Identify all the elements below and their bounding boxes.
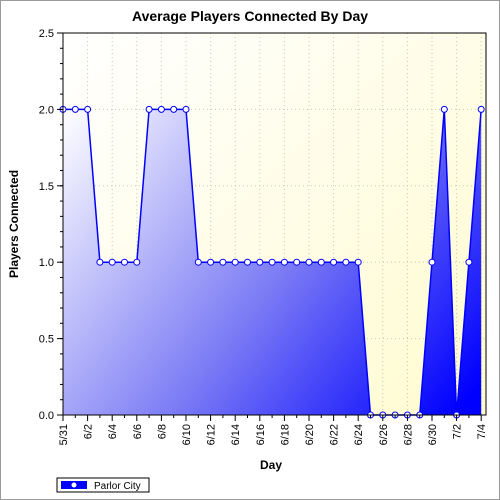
y-axis: 0.0 0.5 1.0 1.5 2.0 2.5 xyxy=(39,28,63,422)
x-tick-label: 6/4 xyxy=(107,424,119,439)
data-point xyxy=(84,105,92,113)
data-point xyxy=(305,258,313,266)
x-tick-label: 6/26 xyxy=(378,424,390,445)
x-tick-label: 6/22 xyxy=(329,424,341,445)
data-point xyxy=(145,105,153,113)
chart-title: Average Players Connected By Day xyxy=(132,8,368,24)
x-tick-label: 6/12 xyxy=(206,424,218,445)
x-tick-label: 6/8 xyxy=(156,424,168,439)
data-point xyxy=(268,258,276,266)
y-tick-label: 2.0 xyxy=(39,104,54,116)
data-point xyxy=(280,258,288,266)
x-axis-label: Day xyxy=(260,458,282,472)
data-point xyxy=(342,258,350,266)
x-tick-label: 6/2 xyxy=(83,424,95,439)
data-point xyxy=(354,258,362,266)
data-point xyxy=(330,258,338,266)
grid xyxy=(63,33,486,415)
x-tick-label: 6/6 xyxy=(132,424,144,439)
x-tick-label: 6/20 xyxy=(304,424,316,445)
data-point xyxy=(96,258,104,266)
data-point xyxy=(244,258,251,266)
y-tick-label: 1.5 xyxy=(39,181,54,193)
legend: Parlor City xyxy=(56,477,150,493)
x-tick-label: 5/31 xyxy=(58,424,70,445)
data-point xyxy=(121,258,128,266)
plot-border xyxy=(62,32,487,416)
data-point xyxy=(477,105,485,113)
data-point xyxy=(465,258,473,266)
x-tick-label: 6/18 xyxy=(279,424,291,445)
data-point xyxy=(194,258,202,266)
y-axis-label: Players Connected xyxy=(7,170,21,278)
data-point xyxy=(170,105,178,113)
data-point xyxy=(108,258,116,266)
x-tick-label: 6/14 xyxy=(230,424,242,445)
x-tick-label: 6/16 xyxy=(255,424,267,445)
y-tick-label: 2.5 xyxy=(39,28,54,40)
x-tick-label: 6/30 xyxy=(427,424,439,445)
x-tick-label: 6/10 xyxy=(181,424,193,445)
data-point xyxy=(231,258,239,266)
data-point xyxy=(293,258,301,266)
x-axis: 5/31 6/2 6/4 6/6 6/8 6/10 6/12 6/14 6/16 6/18 6/20… xyxy=(58,415,488,445)
y-tick-label: 0.0 xyxy=(39,410,54,422)
data-point xyxy=(207,258,215,266)
data-point xyxy=(317,258,325,266)
legend-marker xyxy=(70,481,78,489)
data-point xyxy=(71,105,79,113)
data-point xyxy=(428,258,436,266)
legend-label: Parlor City xyxy=(94,481,141,492)
data-point xyxy=(133,258,141,266)
data-point xyxy=(440,105,448,113)
y-tick-label: 1.0 xyxy=(39,257,54,269)
x-tick-label: 7/2 xyxy=(452,424,464,439)
data-point xyxy=(182,105,190,113)
x-tick-label: 7/4 xyxy=(476,424,488,439)
x-tick-label: 6/24 xyxy=(353,424,365,445)
x-tick-label: 6/28 xyxy=(402,424,414,445)
data-point xyxy=(256,258,264,266)
y-tick-label: 0.5 xyxy=(39,334,54,346)
data-point xyxy=(157,105,165,113)
data-point xyxy=(219,258,227,266)
